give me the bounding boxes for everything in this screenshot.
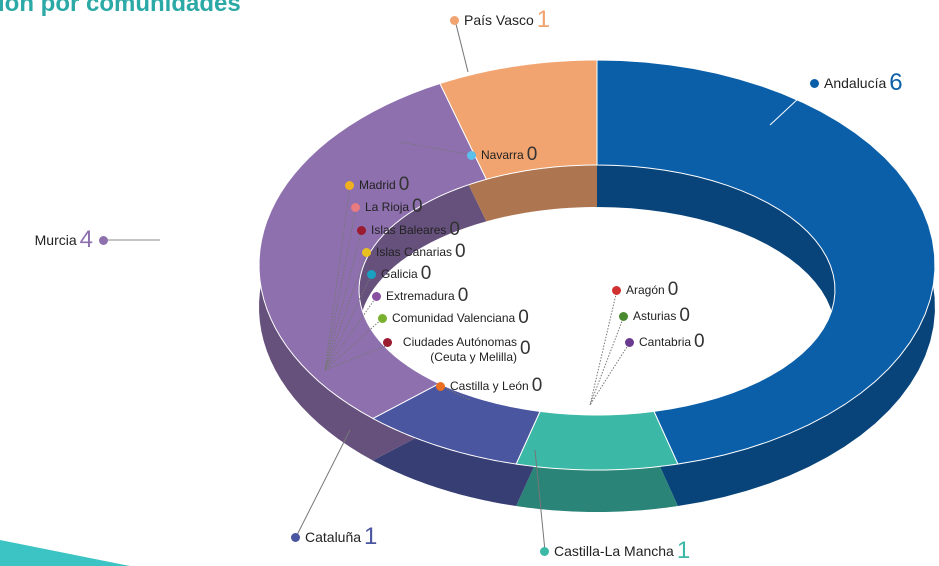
label: Castilla y León 0 <box>436 374 542 398</box>
label: Navarra 0 <box>467 143 537 167</box>
legend-dot <box>540 546 549 556</box>
legend-dot <box>357 225 366 235</box>
leader <box>324 295 378 371</box>
label-value: 0 <box>531 375 543 396</box>
label-value: 0 <box>694 331 705 352</box>
label-name: Castilla-La Mancha <box>554 543 674 559</box>
legend-dot <box>436 381 445 391</box>
legend-dot <box>450 15 459 25</box>
label: Castilla-La Mancha 1 <box>540 539 690 563</box>
leader <box>589 341 631 406</box>
label-name: Islas Canarias <box>376 245 453 259</box>
label: Comunidad Valenciana 0 <box>378 306 529 330</box>
legend-dot <box>345 180 354 190</box>
label: Madrid 0 <box>345 173 409 197</box>
leader <box>399 141 473 156</box>
label-value: 0 <box>667 279 679 300</box>
label: Islas Canarias 0 <box>362 240 466 264</box>
label-value: 4 <box>79 226 93 253</box>
label-value: 0 <box>412 196 423 217</box>
legend-dot <box>619 311 628 321</box>
leader <box>324 229 363 371</box>
label: Andalucía 6 <box>810 71 903 95</box>
label-name: Aragón <box>626 283 665 297</box>
legend-dot <box>625 337 634 347</box>
label: Islas Baleares 0 <box>357 218 460 242</box>
leader <box>440 385 471 401</box>
label: Aragón 0 <box>612 278 678 302</box>
legend-dot <box>367 269 376 279</box>
label: País Vasco 1 <box>450 8 550 32</box>
label: Galicia 0 <box>367 262 431 286</box>
legend-dot <box>372 291 381 301</box>
legend-dot <box>612 285 621 295</box>
leader <box>589 315 625 406</box>
label-name: Galicia <box>381 267 418 281</box>
label-name: Cataluña <box>305 529 362 545</box>
label-value: 0 <box>455 241 466 262</box>
label-name: Cantabria <box>639 335 692 349</box>
legend-dot <box>383 338 392 347</box>
leaders <box>103 19 816 552</box>
label-name: Castilla y León <box>450 379 529 393</box>
label: Cantabria 0 <box>625 330 705 354</box>
label-value: 1 <box>676 537 691 564</box>
slice <box>515 410 679 471</box>
label-value: 0 <box>398 174 410 195</box>
slice <box>439 59 598 180</box>
label-value: 0 <box>520 338 531 359</box>
legend-dot <box>291 532 300 542</box>
legend-dot <box>351 202 360 212</box>
label-name: País Vasco <box>464 12 534 28</box>
legend-dot <box>362 247 371 257</box>
leader <box>589 289 618 406</box>
label-name: Madrid <box>359 178 396 192</box>
label-value: 0 <box>526 144 538 165</box>
label-name: Comunidad Valenciana <box>392 311 516 325</box>
label-value: 0 <box>457 285 469 306</box>
label: Cataluña 1 <box>291 525 377 549</box>
legend-dot <box>467 150 476 160</box>
leader <box>324 344 389 371</box>
label-value: 1 <box>536 6 551 33</box>
label-name: Ciudades Autónomas (Ceuta y Melilla) <box>402 335 517 364</box>
slice-side <box>372 425 541 507</box>
leader <box>324 206 357 371</box>
label-value: 0 <box>679 305 690 326</box>
label-name: Extremadura <box>386 289 455 303</box>
legend-dot <box>378 313 387 323</box>
leader <box>324 317 384 371</box>
label-value: 0 <box>420 263 432 284</box>
chart-title: ión por comunidades <box>0 0 241 17</box>
label-value: 6 <box>889 69 903 96</box>
label-name: La Rioja <box>365 200 410 214</box>
label-name: Islas Baleares <box>371 223 447 237</box>
label-value: 1 <box>364 523 378 550</box>
legend-dot <box>99 235 108 245</box>
label-value: 0 <box>449 219 460 240</box>
label: Ciudades Autónomas (Ceuta y Melilla) 0 <box>383 335 531 364</box>
decoration <box>0 540 130 566</box>
label: La Rioja 0 <box>351 195 423 219</box>
label: Extremadura 0 <box>372 284 468 308</box>
label: Murcia 4 <box>35 228 108 252</box>
label-name: Asturias <box>633 309 677 323</box>
legend-dot <box>810 78 819 88</box>
label-name: Murcia <box>34 232 77 248</box>
label-value: 0 <box>518 307 529 328</box>
label: Asturias 0 <box>619 304 690 328</box>
label-name: Andalucía <box>824 75 887 91</box>
leader <box>324 184 351 371</box>
label-name: Navarra <box>481 148 524 162</box>
